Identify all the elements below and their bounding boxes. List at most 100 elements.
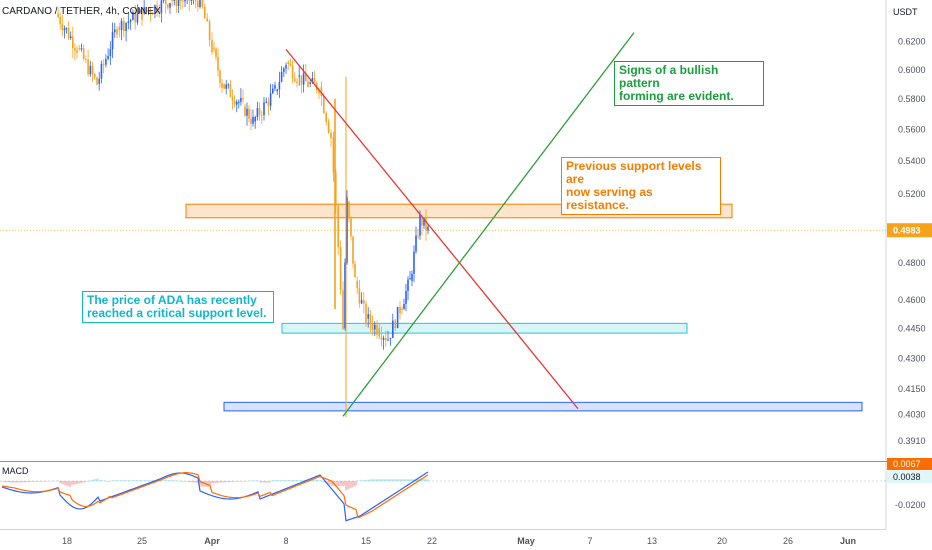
macd-histogram-bar bbox=[111, 480, 113, 481]
time-tick-label: Jun bbox=[840, 536, 856, 546]
macd-histogram-bar bbox=[395, 479, 397, 481]
candle-body bbox=[252, 116, 254, 124]
candle-body bbox=[154, 5, 156, 14]
candle-body bbox=[225, 84, 227, 89]
macd-histogram-bar bbox=[369, 479, 371, 481]
candle-body bbox=[98, 78, 101, 84]
candle-body bbox=[371, 323, 374, 330]
macd-histogram-bar bbox=[135, 480, 137, 481]
macd-histogram-bar bbox=[271, 480, 273, 481]
candle-body bbox=[199, 0, 201, 8]
annotation-bullish-pattern[interactable]: Signs of a bullish pattern forming are e… bbox=[614, 61, 764, 106]
macd-histogram-bar bbox=[221, 481, 223, 483]
macd-histogram-bar bbox=[39, 481, 41, 482]
candle-body bbox=[300, 75, 303, 85]
macd-histogram-bar bbox=[43, 481, 45, 482]
macd-histogram-bar bbox=[25, 481, 27, 483]
macd-histogram-bar bbox=[179, 480, 181, 482]
macd-histogram-bar bbox=[185, 481, 187, 482]
candle-body bbox=[287, 62, 289, 64]
candle-body bbox=[127, 21, 130, 24]
macd-axis-tick: -0.0200 bbox=[895, 500, 926, 510]
macd-histogram-bar bbox=[209, 481, 211, 487]
candle-body bbox=[145, 7, 148, 12]
candle-body bbox=[409, 278, 411, 280]
candle-body bbox=[256, 108, 259, 118]
candle-body bbox=[93, 74, 96, 78]
time-tick-label: 13 bbox=[647, 536, 657, 546]
candle-body bbox=[344, 262, 346, 329]
candle-body bbox=[346, 197, 348, 263]
candle-body bbox=[403, 303, 405, 310]
macd-histogram-bar bbox=[45, 481, 47, 482]
macd-histogram-bar bbox=[19, 481, 21, 483]
candle-body bbox=[356, 280, 358, 289]
candle-body bbox=[265, 101, 267, 103]
macd-histogram-bar bbox=[365, 479, 367, 481]
candle-body bbox=[298, 75, 300, 77]
macd-indicator-label[interactable]: MACD bbox=[2, 466, 29, 476]
candle-body bbox=[129, 20, 132, 22]
macd-histogram-bar bbox=[229, 481, 231, 483]
candle-body bbox=[318, 90, 320, 94]
candle-body bbox=[258, 108, 261, 115]
candle-body bbox=[261, 114, 263, 116]
macd-histogram-bar bbox=[413, 479, 415, 481]
macd-histogram-bar bbox=[13, 481, 15, 483]
candle-body bbox=[374, 324, 376, 330]
macd-histogram-bar bbox=[113, 480, 115, 481]
price-tick-label: 0.4150 bbox=[898, 384, 926, 394]
candle-body bbox=[194, 0, 197, 1]
macd-histogram-bar bbox=[227, 481, 229, 483]
annotation-resistance[interactable]: Previous support levels are now serving … bbox=[561, 157, 721, 215]
currency-label[interactable]: USDT bbox=[893, 7, 918, 17]
candle-body bbox=[162, 0, 165, 1]
candle-body bbox=[323, 96, 325, 113]
macd-histogram-bar bbox=[137, 480, 139, 481]
price-tick-label: 0.4800 bbox=[898, 258, 926, 268]
candle-body bbox=[67, 28, 70, 39]
macd-histogram-bar bbox=[391, 479, 393, 481]
macd-histogram-bar bbox=[67, 481, 69, 487]
candle-body bbox=[332, 136, 335, 173]
macd-histogram-bar bbox=[303, 480, 305, 481]
macd-histogram-bar bbox=[357, 480, 359, 481]
candle-body bbox=[250, 118, 252, 124]
symbol-title[interactable]: CARDANO / TETHER, 4h, COINEX bbox=[2, 6, 161, 17]
candle-body bbox=[320, 86, 323, 97]
macd-histogram-bar bbox=[341, 481, 343, 486]
macd-histogram-bar bbox=[105, 480, 107, 482]
macd-signal-line bbox=[1, 472, 429, 519]
candle-body bbox=[327, 122, 330, 133]
price-tick-label: 0.4300 bbox=[898, 353, 926, 363]
macd-histogram-bar bbox=[59, 481, 61, 483]
candle-body bbox=[206, 18, 208, 22]
macd-histogram-bar bbox=[281, 480, 283, 481]
candle-body bbox=[91, 65, 94, 75]
macd-histogram-bar bbox=[91, 479, 93, 481]
macd-histogram-bar bbox=[225, 481, 227, 483]
candle-body bbox=[82, 48, 85, 60]
candle-body bbox=[339, 247, 342, 291]
macd-histogram-bar bbox=[15, 481, 17, 483]
candle-body bbox=[342, 290, 344, 329]
macd-histogram-bar bbox=[393, 479, 395, 481]
candle-body bbox=[197, 0, 199, 8]
candle-body bbox=[244, 106, 246, 116]
macd-histogram-bar bbox=[61, 481, 63, 484]
macd-histogram-bar bbox=[47, 480, 49, 482]
candle-body bbox=[267, 101, 270, 106]
macd-histogram-bar bbox=[49, 480, 51, 482]
candle-body bbox=[376, 324, 378, 335]
candle-body bbox=[242, 97, 244, 100]
macd-histogram-bar bbox=[337, 481, 339, 486]
macd-histogram-bar bbox=[275, 480, 277, 481]
macd-hist-badge bbox=[887, 471, 932, 483]
candle-body bbox=[204, 6, 206, 19]
annotation-support[interactable]: The price of ADA has recently reached a … bbox=[82, 291, 274, 323]
macd-histogram-bar bbox=[257, 480, 259, 481]
candle-body bbox=[59, 16, 61, 25]
candle-body bbox=[348, 201, 350, 218]
